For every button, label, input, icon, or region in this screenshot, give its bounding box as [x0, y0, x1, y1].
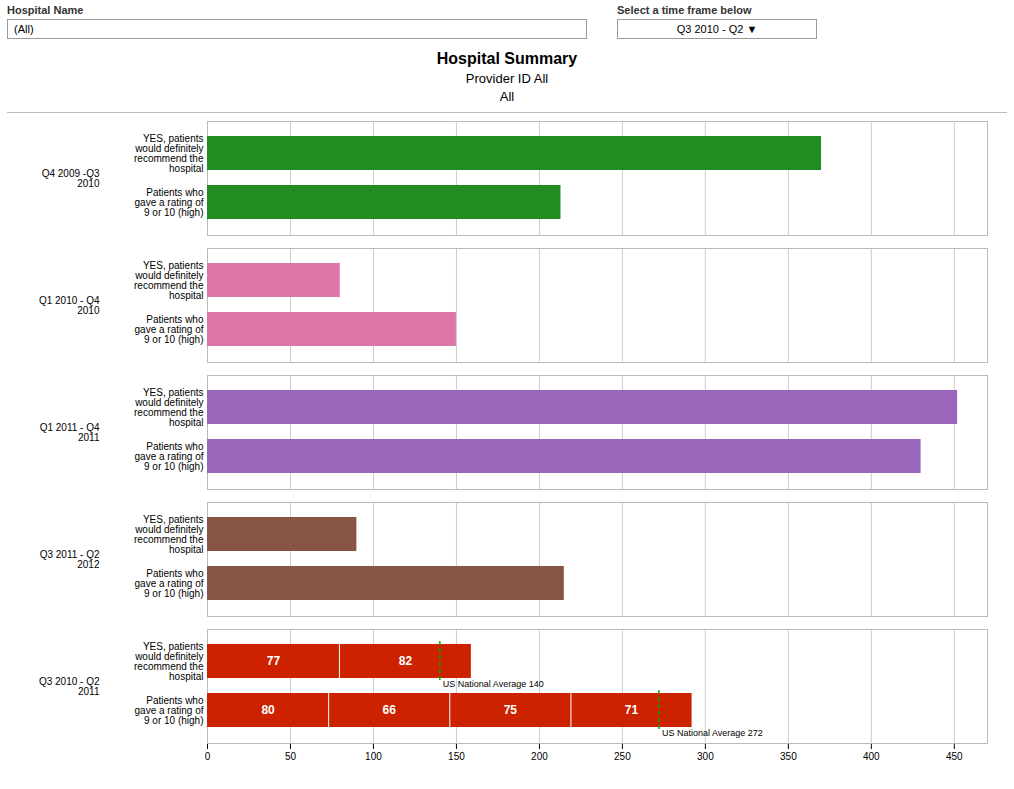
svg-text:71: 71 [625, 703, 639, 717]
svg-text:YES, patientswould definitelyr: YES, patientswould definitelyrecommend t… [134, 641, 204, 682]
html-text:Q3 2010 - Q2 ▼: Q3 2010 - Q2 ▼ [676, 23, 758, 35]
svg-text:US National Average 272: US National Average 272 [662, 728, 763, 738]
svg-text:66: 66 [383, 703, 397, 717]
svg-text:Patients whogave a rating of9: Patients whogave a rating of9 or 10 (hig… [135, 314, 204, 345]
html-text:Hospital Summary: Hospital Summary [436, 50, 578, 67]
svg-text:Patients whogave a rating of9: Patients whogave a rating of9 or 10 (hig… [135, 187, 204, 218]
svg-text:Q4 2009 -Q32010: Q4 2009 -Q32010 [42, 168, 100, 189]
html-text:All: All [499, 89, 515, 104]
svg-text:77: 77 [267, 654, 281, 668]
html-text:Hospital Name: Hospital Name [7, 4, 84, 16]
svg-text:Patients whogave a rating of9: Patients whogave a rating of9 or 10 (hig… [135, 695, 204, 726]
svg-text:100: 100 [365, 751, 382, 762]
svg-text:300: 300 [697, 751, 714, 762]
svg-text:82: 82 [399, 654, 413, 668]
html-text:Provider ID All: Provider ID All [465, 71, 549, 86]
html-text:(All): (All) [14, 23, 34, 35]
svg-text:Q3 2011 - Q22012: Q3 2011 - Q22012 [40, 549, 100, 570]
svg-text:50: 50 [285, 751, 297, 762]
svg-text:US National Average 140: US National Average 140 [443, 679, 544, 689]
svg-text:YES, patientswould definitelyr: YES, patientswould definitelyrecommend t… [134, 387, 204, 428]
svg-text:Q3 2010 - Q22011: Q3 2010 - Q22011 [39, 676, 100, 697]
svg-text:YES, patientswould definitelyr: YES, patientswould definitelyrecommend t… [134, 133, 204, 174]
svg-text:Patients whogave a rating of9: Patients whogave a rating of9 or 10 (hig… [135, 568, 204, 599]
svg-text:Patients whogave a rating of9: Patients whogave a rating of9 or 10 (hig… [135, 441, 204, 472]
svg-text:Q1 2010 - Q42010: Q1 2010 - Q42010 [39, 295, 100, 316]
svg-text:350: 350 [780, 751, 797, 762]
svg-text:YES, patientswould definitelyr: YES, patientswould definitelyrecommend t… [134, 260, 204, 301]
svg-text:0: 0 [205, 751, 211, 762]
svg-text:250: 250 [614, 751, 631, 762]
html-text:Select a time frame below: Select a time frame below [617, 4, 752, 16]
svg-text:Q1 2011 - Q42011: Q1 2011 - Q42011 [40, 422, 100, 443]
svg-text:450: 450 [946, 751, 963, 762]
svg-text:80: 80 [261, 703, 275, 717]
svg-text:75: 75 [504, 703, 518, 717]
svg-text:150: 150 [448, 751, 465, 762]
svg-text:400: 400 [863, 751, 880, 762]
svg-text:YES, patientswould definitelyr: YES, patientswould definitelyrecommend t… [134, 514, 204, 555]
svg-text:200: 200 [531, 751, 548, 762]
